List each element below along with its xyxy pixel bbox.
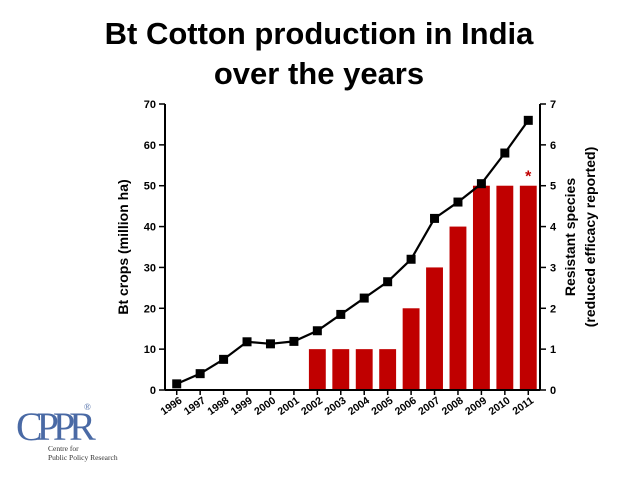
bar-2011: [519, 185, 537, 390]
y-left-axis-label: Bt crops (million ha): [115, 179, 131, 314]
x-tick-label: 1996: [158, 395, 184, 418]
x-tick-label: 2003: [322, 395, 348, 418]
bar-2002: [308, 349, 326, 390]
slide-title: Bt Cotton production in India over the y…: [0, 14, 638, 94]
x-tick-label: 2010: [487, 395, 513, 418]
line-point-2002: [312, 326, 322, 336]
y-left-tick-label: 0: [150, 385, 156, 397]
x-tick-label: 2006: [393, 395, 419, 418]
bar-2009: [472, 185, 490, 390]
y-right-tick-label: 0: [550, 385, 556, 397]
y-right-tick-label: 1: [550, 344, 556, 356]
y-left-tick-label: 40: [144, 222, 156, 234]
line-point-1996: [172, 379, 182, 389]
y-right-tick-label: 4: [550, 222, 557, 234]
y-right-tick-label: 3: [550, 262, 556, 274]
line-point-2010: [500, 148, 510, 158]
bar-2008: [449, 226, 467, 390]
y-right-tick-label: 7: [550, 99, 556, 111]
x-tick-label: 2005: [369, 395, 395, 418]
x-tick-label: 2000: [252, 395, 278, 418]
bar-2007: [426, 267, 443, 390]
y-left-tick-label: 20: [144, 303, 156, 315]
line-point-2011: [523, 115, 533, 125]
x-tick-label: 2011: [510, 395, 536, 418]
line-point-2004: [359, 293, 369, 303]
x-tick-label: 1999: [229, 395, 255, 418]
x-tick-label: 2001: [276, 395, 302, 418]
y-right-tick-label: 6: [550, 140, 556, 152]
bar-2010: [496, 185, 514, 390]
line-point-2005: [383, 277, 393, 287]
y-right-tick-label: 5: [550, 181, 556, 193]
x-tick-label: 2009: [463, 395, 489, 418]
title-line-2: over the years: [213, 56, 425, 91]
line-point-2000: [265, 339, 275, 349]
line-point-2003: [336, 309, 346, 319]
logo-registered-mark: ®: [84, 402, 91, 412]
line-point-1997: [195, 369, 205, 379]
line-point-2009: [476, 179, 486, 189]
logo-line-2: Public Policy Research: [48, 453, 118, 462]
x-tick-label: 1998: [205, 395, 231, 418]
line-point-2001: [289, 336, 299, 346]
bar-2004: [355, 349, 373, 390]
annotation-asterisk: *: [525, 169, 532, 186]
x-tick-label: 1997: [182, 395, 208, 418]
y-left-tick-label: 30: [144, 262, 156, 274]
bt-crops-line: [176, 119, 530, 385]
x-tick-label: 2002: [299, 395, 325, 418]
y-left-tick-label: 60: [144, 140, 156, 152]
cppr-logo: CPPR ® Centre for Public Policy Research: [16, 402, 118, 462]
bar-2005: [379, 349, 397, 390]
x-tick-label: 2004: [346, 395, 372, 418]
y-right-tick-label: 2: [550, 303, 556, 315]
bar-2003: [332, 349, 350, 390]
y-left-tick-label: 70: [144, 99, 156, 111]
title-line-1: Bt Cotton production in India: [104, 16, 534, 51]
line-point-1999: [242, 337, 252, 347]
bar-2006: [402, 308, 420, 390]
y-right-axis-label-line-2: (reduced efficacy reported): [582, 147, 598, 328]
line-point-2006: [406, 254, 416, 264]
logo-line-1: Centre for: [48, 444, 79, 453]
x-tick-label: 2008: [440, 395, 466, 418]
y-left-tick-label: 50: [144, 181, 156, 193]
x-tick-label: 2007: [416, 395, 442, 418]
logo-letters: CPPR: [16, 404, 96, 449]
line-point-1998: [219, 354, 229, 364]
line-point-2007: [430, 213, 440, 223]
line-point-2008: [453, 197, 463, 207]
y-right-axis-label-line-1: Resistant species: [562, 178, 578, 296]
y-left-tick-label: 10: [144, 344, 156, 356]
